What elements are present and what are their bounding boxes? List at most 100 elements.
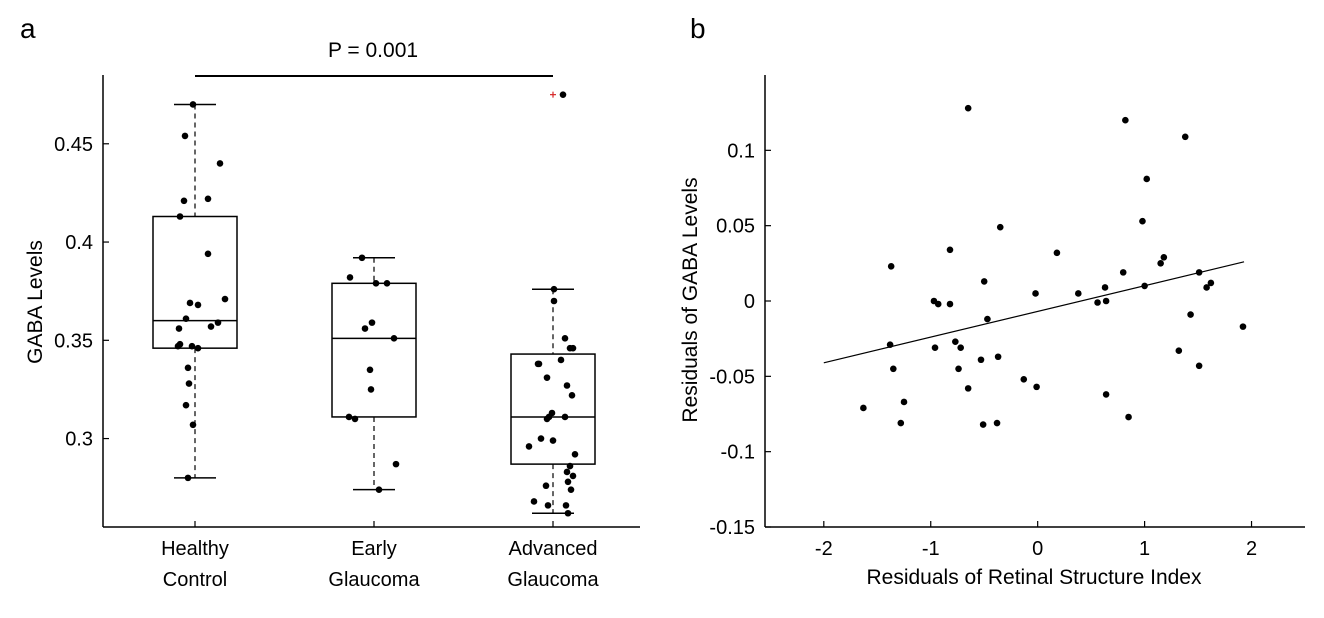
data-point [562, 502, 570, 509]
data-point [1160, 254, 1168, 261]
data-point [563, 468, 571, 476]
data-point [569, 472, 577, 480]
data-point [1141, 282, 1148, 290]
panel-b-fit [823, 261, 1245, 364]
data-point [182, 401, 190, 409]
panel-b-x-tick-label: 1 [1139, 538, 1150, 560]
panel-a-y-tick-label: 0.3 [65, 429, 93, 451]
panel-b-scatter-plot: b Residuals of GABA Levels Residuals of … [679, 13, 1305, 589]
data-point [977, 356, 985, 364]
data-point [964, 104, 972, 112]
data-point [557, 356, 565, 364]
data-point [1053, 249, 1061, 257]
data-point [174, 342, 182, 350]
data-point [1094, 299, 1101, 306]
data-point [1207, 279, 1215, 287]
data-point [390, 335, 398, 342]
data-point [358, 254, 366, 262]
data-point [897, 419, 905, 427]
data-point [1203, 284, 1210, 291]
box-iqr [510, 353, 596, 465]
data-point [180, 197, 188, 205]
data-point [550, 297, 558, 305]
data-point [571, 450, 579, 458]
significance-label: P = 0.001 [328, 39, 418, 62]
data-point [543, 415, 551, 423]
data-point [542, 482, 550, 490]
panel-b-x-tick-label: -2 [815, 538, 833, 560]
panel-b-points [860, 104, 1247, 428]
data-point [214, 319, 222, 326]
data-point [1187, 311, 1194, 318]
data-point [887, 263, 895, 270]
data-point [1075, 290, 1082, 297]
data-point [1119, 269, 1127, 276]
data-point [346, 274, 354, 281]
data-point [946, 300, 954, 308]
data-point [525, 443, 533, 450]
data-point [566, 462, 574, 470]
data-point [561, 413, 569, 421]
data-point [1139, 217, 1146, 225]
data-point [1102, 297, 1110, 305]
panel-a-y-axis-label: GABA Levels [24, 240, 47, 364]
data-point [351, 415, 359, 423]
data-point [984, 315, 991, 323]
data-point [1175, 347, 1183, 355]
panel-a-axes: 0.3 0.35 0.4 0.45 Healthy Control Early Glaucom… [54, 75, 640, 591]
data-point [189, 101, 197, 108]
data-point [952, 338, 959, 345]
data-point [361, 325, 369, 332]
panel-a-points [174, 91, 579, 517]
panel-b-x-tick-label: 0 [1032, 538, 1043, 560]
panel-a-x-tick-label: Healthy [161, 538, 229, 560]
data-point [383, 280, 391, 287]
panel-b-x-tick-label: 2 [1246, 538, 1257, 560]
panel-b-y-tick-label: 0 [744, 291, 755, 313]
data-point [535, 360, 543, 368]
data-point [221, 295, 229, 303]
data-point [176, 213, 184, 220]
panel-b-y-tick-label: -0.1 [721, 442, 755, 464]
data-point [1181, 133, 1189, 141]
data-point [175, 325, 183, 332]
data-point [204, 195, 212, 203]
data-point [184, 364, 192, 372]
data-point [345, 413, 353, 421]
data-point [544, 502, 552, 509]
data-point [567, 486, 575, 493]
data-point [890, 365, 897, 373]
data-point [934, 300, 942, 308]
data-point [980, 278, 988, 285]
data-point [184, 474, 192, 482]
panel-a-x-tick-label: Control [163, 569, 227, 591]
panel-a-x-tick-label: Glaucoma [328, 569, 420, 591]
data-point [188, 342, 196, 350]
panel-b-x-axis-label: Residuals of Retinal Structure Index [866, 566, 1202, 589]
panel-b-y-axis-label: Residuals of GABA Levels [679, 177, 702, 422]
panel-a-box-plot: a GABA Levels P = 0.001 0.3 0.35 0.4 0.45 He… [20, 13, 640, 591]
data-point [564, 509, 572, 517]
data-point [568, 392, 576, 399]
data-point [563, 382, 571, 389]
data-point [569, 344, 577, 352]
data-point [946, 246, 954, 254]
panel-a-x-tick-label: Early [351, 538, 397, 560]
panel-b-y-tick-label: -0.15 [709, 517, 755, 539]
data-point [886, 341, 894, 348]
data-point [194, 301, 202, 309]
data-point [900, 398, 908, 406]
panel-b-y-tick-label: 0.05 [716, 216, 755, 238]
panel-a-y-tick-label: 0.35 [54, 330, 93, 352]
panel-a-label: a [20, 13, 36, 44]
data-point [559, 91, 567, 98]
data-point [375, 486, 383, 493]
data-point [372, 280, 380, 287]
panel-b-y-tick-label: -0.05 [709, 366, 755, 388]
panel-b-x-tick-label: -1 [922, 538, 940, 560]
panel-b-label: b [690, 13, 706, 44]
data-point [1032, 290, 1039, 297]
regression-line [823, 261, 1245, 364]
data-point [368, 319, 376, 326]
